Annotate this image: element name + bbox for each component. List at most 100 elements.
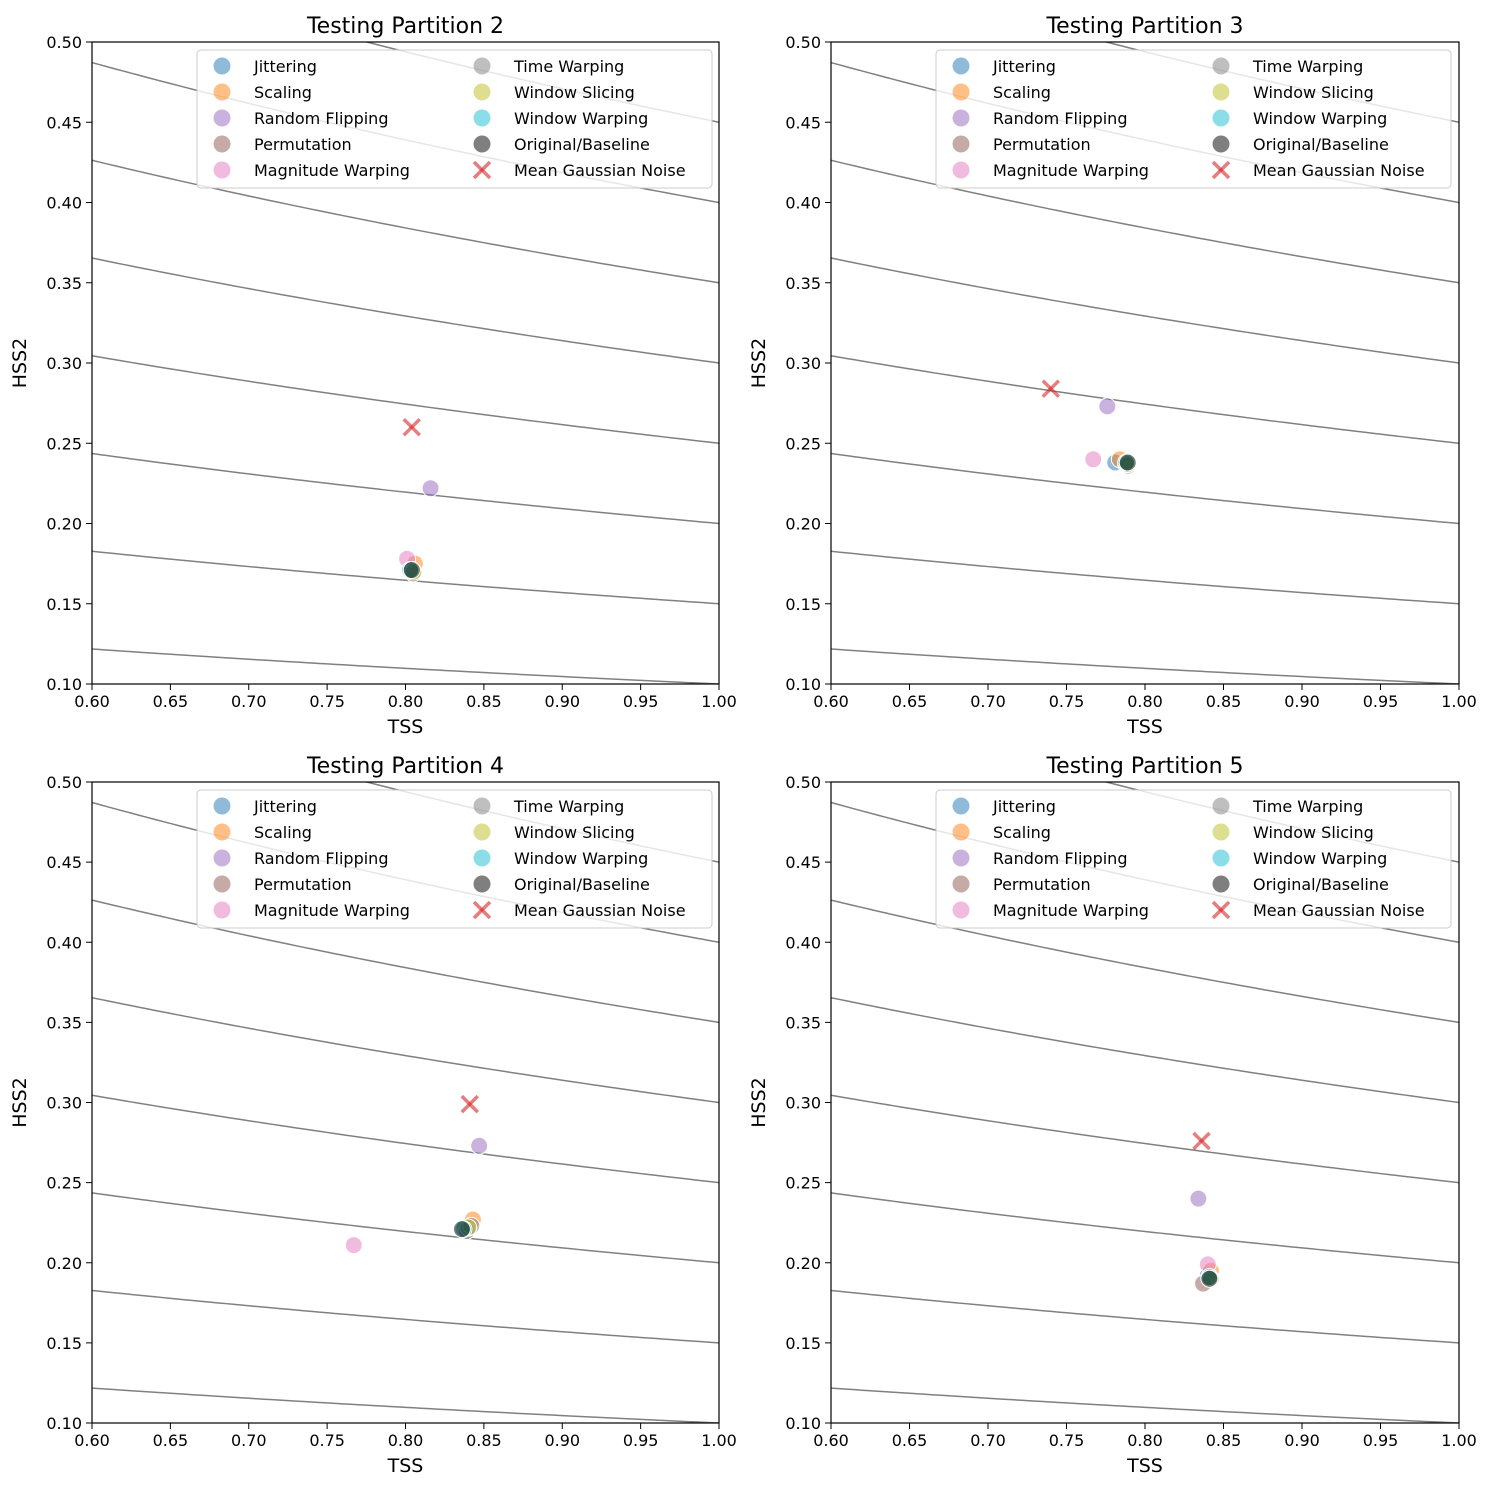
point-mean-gaussian-noise — [460, 1094, 480, 1114]
y-tick-label: 0.35 — [785, 274, 821, 293]
point-original-baseline — [1118, 453, 1137, 472]
legend-item-scaling: Scaling — [952, 823, 1051, 842]
y-tick-label: 0.15 — [785, 595, 821, 614]
point-mean-gaussian-noise — [402, 417, 422, 437]
x-tick-label: 0.75 — [1049, 692, 1085, 711]
legend-marker — [952, 797, 970, 815]
legend: Jittering Scaling Random Flipping Permutati… — [935, 49, 1452, 189]
legend-item-permutation: Permutation — [213, 135, 352, 154]
contour-line — [92, 550, 719, 605]
y-tick-label: 0.40 — [46, 194, 82, 213]
y-tick-label: 0.50 — [785, 33, 821, 52]
subplot-3: 0.60 0.65 0.70 0.75 0.80 0.85 0.90 0.95 1.00 0.10… — [9, 754, 737, 1477]
y-tick-label: 0.40 — [46, 933, 82, 952]
legend-label: Scaling — [254, 823, 312, 842]
legend-label: Permutation — [993, 135, 1091, 154]
x-tick-label: 0.95 — [623, 1431, 659, 1450]
data-points — [1189, 1131, 1220, 1293]
legend-label: Jittering — [253, 57, 317, 76]
chart-title: Testing Partition 5 — [1045, 754, 1243, 779]
legend-label: Window Warping — [1253, 109, 1387, 128]
legend-marker — [213, 135, 231, 153]
legend-label: Time Warping — [513, 797, 624, 816]
legend-label: Magnitude Warping — [254, 901, 410, 920]
legend-item-scaling: Scaling — [213, 823, 312, 842]
legend-box — [196, 49, 713, 189]
x-tick-label: 0.70 — [970, 1431, 1006, 1450]
x-tick-label: 0.85 — [466, 692, 502, 711]
y-tick-label: 0.30 — [785, 1094, 821, 1113]
x-tick-label: 0.60 — [813, 692, 849, 711]
x-tick-label: 0.85 — [1206, 692, 1242, 711]
x-tick-label: 0.90 — [1284, 1431, 1320, 1450]
x-tick-label: 1.00 — [1441, 1431, 1477, 1450]
y-tick-label: 0.50 — [46, 773, 82, 792]
contour-line — [92, 355, 719, 444]
x-tick-label: 0.60 — [74, 1431, 110, 1450]
y-tick-label: 0.35 — [46, 1013, 82, 1032]
y-tick-label: 0.20 — [785, 1254, 821, 1273]
x-marker-stroke — [402, 417, 422, 437]
chart-title: Testing Partition 2 — [306, 14, 504, 39]
legend-item-mean-gaussian-noise: Mean Gaussian Noise — [472, 160, 686, 180]
legend-marker — [1212, 797, 1230, 815]
legend: Jittering Scaling Random Flipping Permutati… — [196, 789, 713, 929]
legend-label: Mean Gaussian Noise — [1253, 161, 1425, 180]
legend-item-window-slicing: Window Slicing — [473, 83, 635, 102]
contour-line — [831, 355, 1459, 444]
legend-x-marker — [472, 160, 492, 180]
y-tick-label: 0.10 — [785, 675, 821, 694]
legend-marker — [952, 83, 970, 101]
contour-line — [92, 648, 719, 684]
legend-marker — [473, 797, 491, 815]
x-tick-label: 0.85 — [466, 1431, 502, 1450]
y-axis-label: HSS2 — [9, 1077, 31, 1128]
legend-label: Random Flipping — [993, 849, 1127, 868]
legend-item-scaling: Scaling — [213, 83, 312, 102]
legend-item-mean-gaussian-noise: Mean Gaussian Noise — [1211, 900, 1425, 920]
legend-marker — [952, 875, 970, 893]
y-tick-label: 0.30 — [46, 1094, 82, 1113]
legend-item-scaling: Scaling — [952, 83, 1051, 102]
legend-label: Window Slicing — [1253, 83, 1374, 102]
legend-item-window-slicing: Window Slicing — [473, 823, 635, 842]
y-tick-label: 0.40 — [785, 194, 821, 213]
y-tick-label: 0.30 — [46, 354, 82, 373]
point-mean-gaussian-noise — [1192, 1131, 1211, 1151]
legend-label: Mean Gaussian Noise — [514, 901, 686, 920]
subplot-1: 0.60 0.65 0.70 0.75 0.80 0.85 0.90 0.95 1.00 0.10… — [9, 14, 737, 738]
legend-label: Jittering — [253, 797, 317, 816]
legend-x-marker — [1211, 900, 1231, 920]
legend-label: Original/Baseline — [514, 135, 650, 154]
y-tick-label: 0.25 — [785, 434, 821, 453]
contour-line — [831, 648, 1459, 684]
legend-box — [935, 789, 1452, 929]
x-tick-label: 0.90 — [1284, 692, 1320, 711]
y-tick-label: 0.25 — [785, 1174, 821, 1193]
legend-item-permutation: Permutation — [952, 875, 1091, 894]
point-magnitude-warping — [344, 1236, 363, 1255]
legend-marker — [213, 875, 231, 893]
legend-item-random-flipping: Random Flipping — [213, 849, 388, 868]
legend-marker — [213, 901, 231, 919]
legend-label: Random Flipping — [254, 109, 388, 128]
x-tick-label: 0.65 — [892, 692, 928, 711]
point-mean-gaussian-noise — [1041, 379, 1061, 398]
legend-label: Time Warping — [1252, 57, 1363, 76]
y-tick-label: 0.50 — [785, 773, 821, 792]
x-tick-label: 0.95 — [623, 692, 659, 711]
legend-label: Window Slicing — [514, 823, 635, 842]
contour-line — [831, 452, 1459, 525]
x-tick-label: 0.80 — [388, 692, 424, 711]
legend-label: Original/Baseline — [1253, 135, 1389, 154]
legend-marker — [1212, 849, 1230, 867]
y-tick-label: 0.10 — [46, 675, 82, 694]
data-points — [1041, 379, 1137, 475]
legend-item-time-warping: Time Warping — [1212, 57, 1363, 76]
x-tick-label: 0.75 — [309, 692, 345, 711]
x-tick-label: 0.65 — [153, 1431, 189, 1450]
x-tick-label: 0.70 — [231, 692, 267, 711]
contour-line — [92, 452, 719, 525]
legend-marker — [952, 57, 970, 75]
legend-item-window-slicing: Window Slicing — [1212, 83, 1374, 102]
